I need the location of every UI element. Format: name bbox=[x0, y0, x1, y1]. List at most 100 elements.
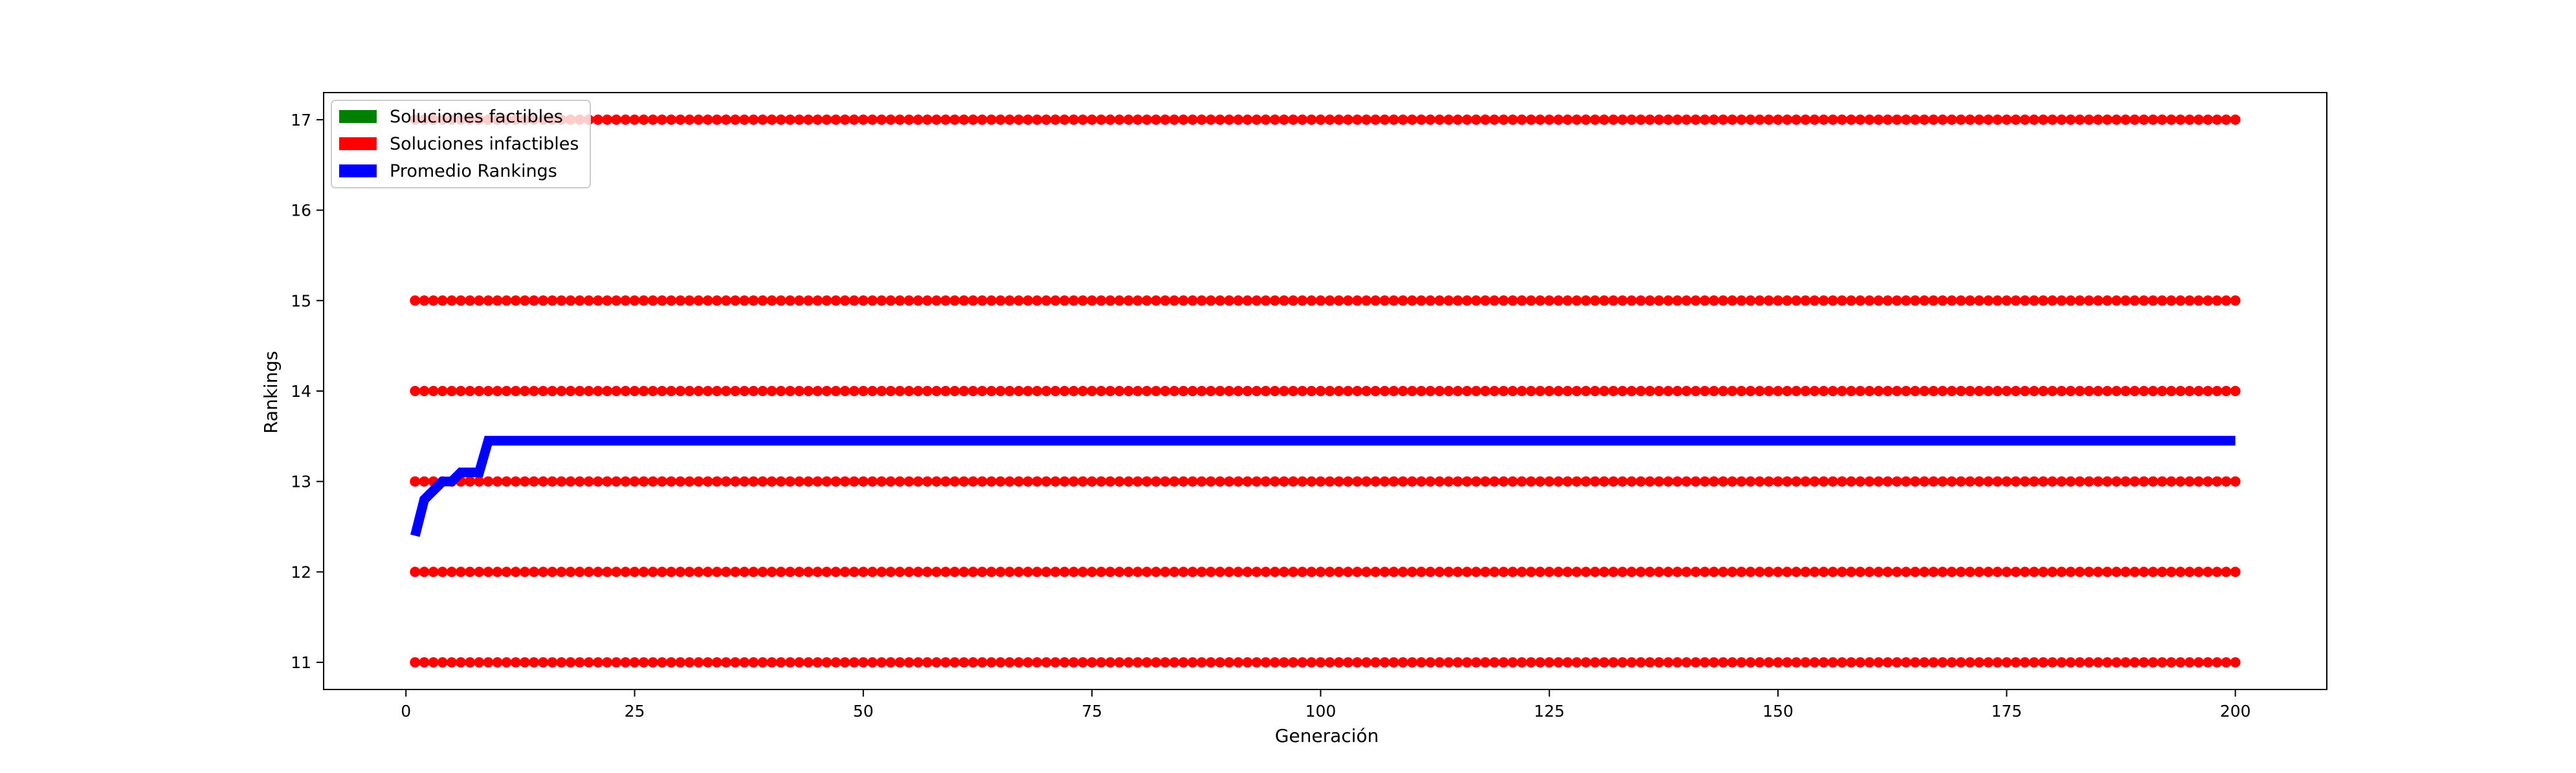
scatter-point-infactible bbox=[1324, 386, 1335, 396]
scatter-point-infactible bbox=[684, 114, 695, 125]
scatter-point-infactible bbox=[1855, 657, 1866, 668]
scatter-point-infactible bbox=[1397, 386, 1408, 396]
scatter-point-infactible bbox=[2138, 114, 2149, 125]
scatter-point-infactible bbox=[2129, 476, 2140, 487]
scatter-point-infactible bbox=[1745, 476, 1756, 487]
scatter-point-infactible bbox=[1114, 386, 1125, 396]
scatter-point-infactible bbox=[821, 566, 832, 577]
scatter-point-infactible bbox=[1416, 476, 1427, 487]
scatter-point-infactible bbox=[1645, 386, 1656, 396]
scatter-point-infactible bbox=[2028, 295, 2039, 306]
scatter-point-infactible bbox=[803, 566, 814, 577]
scatter-point-infactible bbox=[684, 295, 695, 306]
scatter-point-infactible bbox=[1141, 476, 1152, 487]
scatter-point-infactible bbox=[1507, 476, 1518, 487]
scatter-point-infactible bbox=[1480, 386, 1491, 396]
scatter-point-infactible bbox=[647, 476, 658, 487]
scatter-point-infactible bbox=[1059, 657, 1070, 668]
scatter-point-infactible bbox=[839, 114, 850, 125]
scatter-point-infactible bbox=[977, 566, 988, 577]
scatter-point-infactible bbox=[1535, 114, 1546, 125]
scatter-point-infactible bbox=[1672, 476, 1683, 487]
scatter-point-infactible bbox=[1370, 114, 1381, 125]
scatter-point-infactible bbox=[1041, 657, 1052, 668]
scatter-point-infactible bbox=[1809, 295, 1820, 306]
scatter-point-infactible bbox=[885, 657, 896, 668]
scatter-point-infactible bbox=[1434, 657, 1445, 668]
scatter-point-infactible bbox=[968, 295, 979, 306]
scatter-point-infactible bbox=[1480, 566, 1491, 577]
scatter-point-infactible bbox=[1361, 386, 1372, 396]
scatter-point-infactible bbox=[647, 114, 658, 125]
scatter-point-infactible bbox=[1983, 657, 1994, 668]
scatter-point-infactible bbox=[904, 386, 915, 396]
scatter-point-infactible bbox=[1544, 295, 1555, 306]
scatter-point-infactible bbox=[913, 657, 924, 668]
scatter-point-infactible bbox=[2083, 476, 2094, 487]
scatter-point-infactible bbox=[1617, 114, 1628, 125]
scatter-point-infactible bbox=[1608, 295, 1619, 306]
scatter-point-infactible bbox=[2065, 566, 2076, 577]
scatter-point-infactible bbox=[611, 386, 622, 396]
scatter-point-infactible bbox=[1196, 114, 1207, 125]
scatter-point-infactible bbox=[1937, 657, 1948, 668]
scatter-point-infactible bbox=[1763, 566, 1774, 577]
scatter-point-infactible bbox=[1443, 657, 1454, 668]
scatter-point-infactible bbox=[620, 566, 631, 577]
scatter-point-infactible bbox=[2047, 566, 2058, 577]
scatter-point-infactible bbox=[959, 114, 970, 125]
scatter-point-infactible bbox=[565, 476, 576, 487]
scatter-point-infactible bbox=[656, 386, 667, 396]
scatter-point-infactible bbox=[894, 386, 905, 396]
scatter-point-infactible bbox=[1654, 114, 1665, 125]
scatter-point-infactible bbox=[876, 114, 887, 125]
scatter-point-infactible bbox=[830, 295, 841, 306]
scatter-point-infactible bbox=[2138, 295, 2149, 306]
scatter-point-infactible bbox=[1681, 114, 1692, 125]
scatter-point-infactible bbox=[1023, 566, 1034, 577]
scatter-point-infactible bbox=[1178, 657, 1189, 668]
scatter-point-infactible bbox=[1928, 657, 1939, 668]
scatter-point-infactible bbox=[839, 476, 850, 487]
scatter-point-infactible bbox=[1864, 476, 1875, 487]
scatter-point-infactible bbox=[1196, 386, 1207, 396]
scatter-point-infactible bbox=[1709, 657, 1720, 668]
scatter-point-infactible bbox=[1873, 114, 1884, 125]
scatter-point-infactible bbox=[2074, 476, 2085, 487]
scatter-point-infactible bbox=[1873, 476, 1884, 487]
scatter-point-infactible bbox=[1215, 657, 1225, 668]
scatter-point-infactible bbox=[2028, 114, 2039, 125]
scatter-point-infactible bbox=[1068, 295, 1079, 306]
scatter-point-infactible bbox=[1645, 295, 1656, 306]
scatter-point-infactible bbox=[1233, 386, 1244, 396]
scatter-point-infactible bbox=[1900, 386, 1911, 396]
scatter-point-infactible bbox=[556, 386, 567, 396]
scatter-point-infactible bbox=[1818, 657, 1829, 668]
scatter-point-infactible bbox=[1900, 476, 1911, 487]
scatter-point-infactible bbox=[1306, 476, 1317, 487]
scatter-point-infactible bbox=[1553, 295, 1564, 306]
scatter-point-infactible bbox=[2138, 657, 2149, 668]
y-tick-label: 14 bbox=[291, 382, 311, 401]
scatter-point-infactible bbox=[940, 657, 951, 668]
scatter-point-infactible bbox=[1745, 657, 1756, 668]
scatter-point-infactible bbox=[1553, 476, 1564, 487]
scatter-point-infactible bbox=[2148, 476, 2159, 487]
scatter-point-infactible bbox=[2074, 657, 2085, 668]
scatter-point-infactible bbox=[775, 114, 786, 125]
scatter-point-infactible bbox=[1187, 295, 1198, 306]
scatter-point-infactible bbox=[620, 657, 631, 668]
scatter-point-infactible bbox=[1242, 114, 1253, 125]
scatter-point-infactible bbox=[1663, 566, 1674, 577]
scatter-point-infactible bbox=[794, 295, 805, 306]
scatter-point-infactible bbox=[1581, 566, 1592, 577]
scatter-point-infactible bbox=[1992, 386, 2003, 396]
scatter-point-infactible bbox=[602, 295, 613, 306]
scatter-point-infactible bbox=[1928, 566, 1939, 577]
scatter-point-infactible bbox=[986, 295, 997, 306]
scatter-point-infactible bbox=[419, 295, 430, 306]
scatter-point-infactible bbox=[1132, 657, 1143, 668]
scatter-point-infactible bbox=[1041, 295, 1052, 306]
scatter-point-infactible bbox=[638, 566, 649, 577]
scatter-point-infactible bbox=[565, 386, 576, 396]
